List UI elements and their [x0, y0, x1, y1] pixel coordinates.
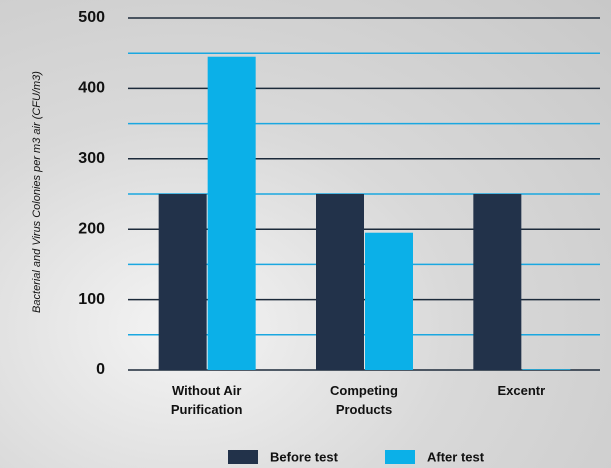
legend-swatch: [385, 450, 415, 464]
legend-label: After test: [427, 449, 485, 464]
page: Bacterial and Virus Colonies per m3 air …: [0, 0, 611, 468]
bar: [208, 57, 256, 370]
x-tick-label: Excentr: [461, 381, 581, 400]
y-tick-label: 100: [78, 291, 105, 308]
x-tick-label: Competing Products: [304, 381, 424, 419]
bar: [316, 194, 364, 370]
y-tick-label: 200: [78, 220, 105, 237]
bar: [473, 194, 521, 370]
y-tick-label: 500: [78, 9, 105, 26]
y-axis-label: Bacterial and Virus Colonies per m3 air …: [31, 71, 43, 313]
y-tick-label: 0: [96, 361, 105, 378]
legend-label: Before test: [270, 449, 339, 464]
bar: [159, 194, 207, 370]
legend-swatch: [228, 450, 258, 464]
x-tick-label: Without Air Purification: [147, 381, 267, 419]
bar: [522, 369, 570, 370]
y-tick-label: 300: [78, 150, 105, 167]
y-tick-label: 400: [78, 80, 105, 97]
bar: [365, 233, 413, 370]
